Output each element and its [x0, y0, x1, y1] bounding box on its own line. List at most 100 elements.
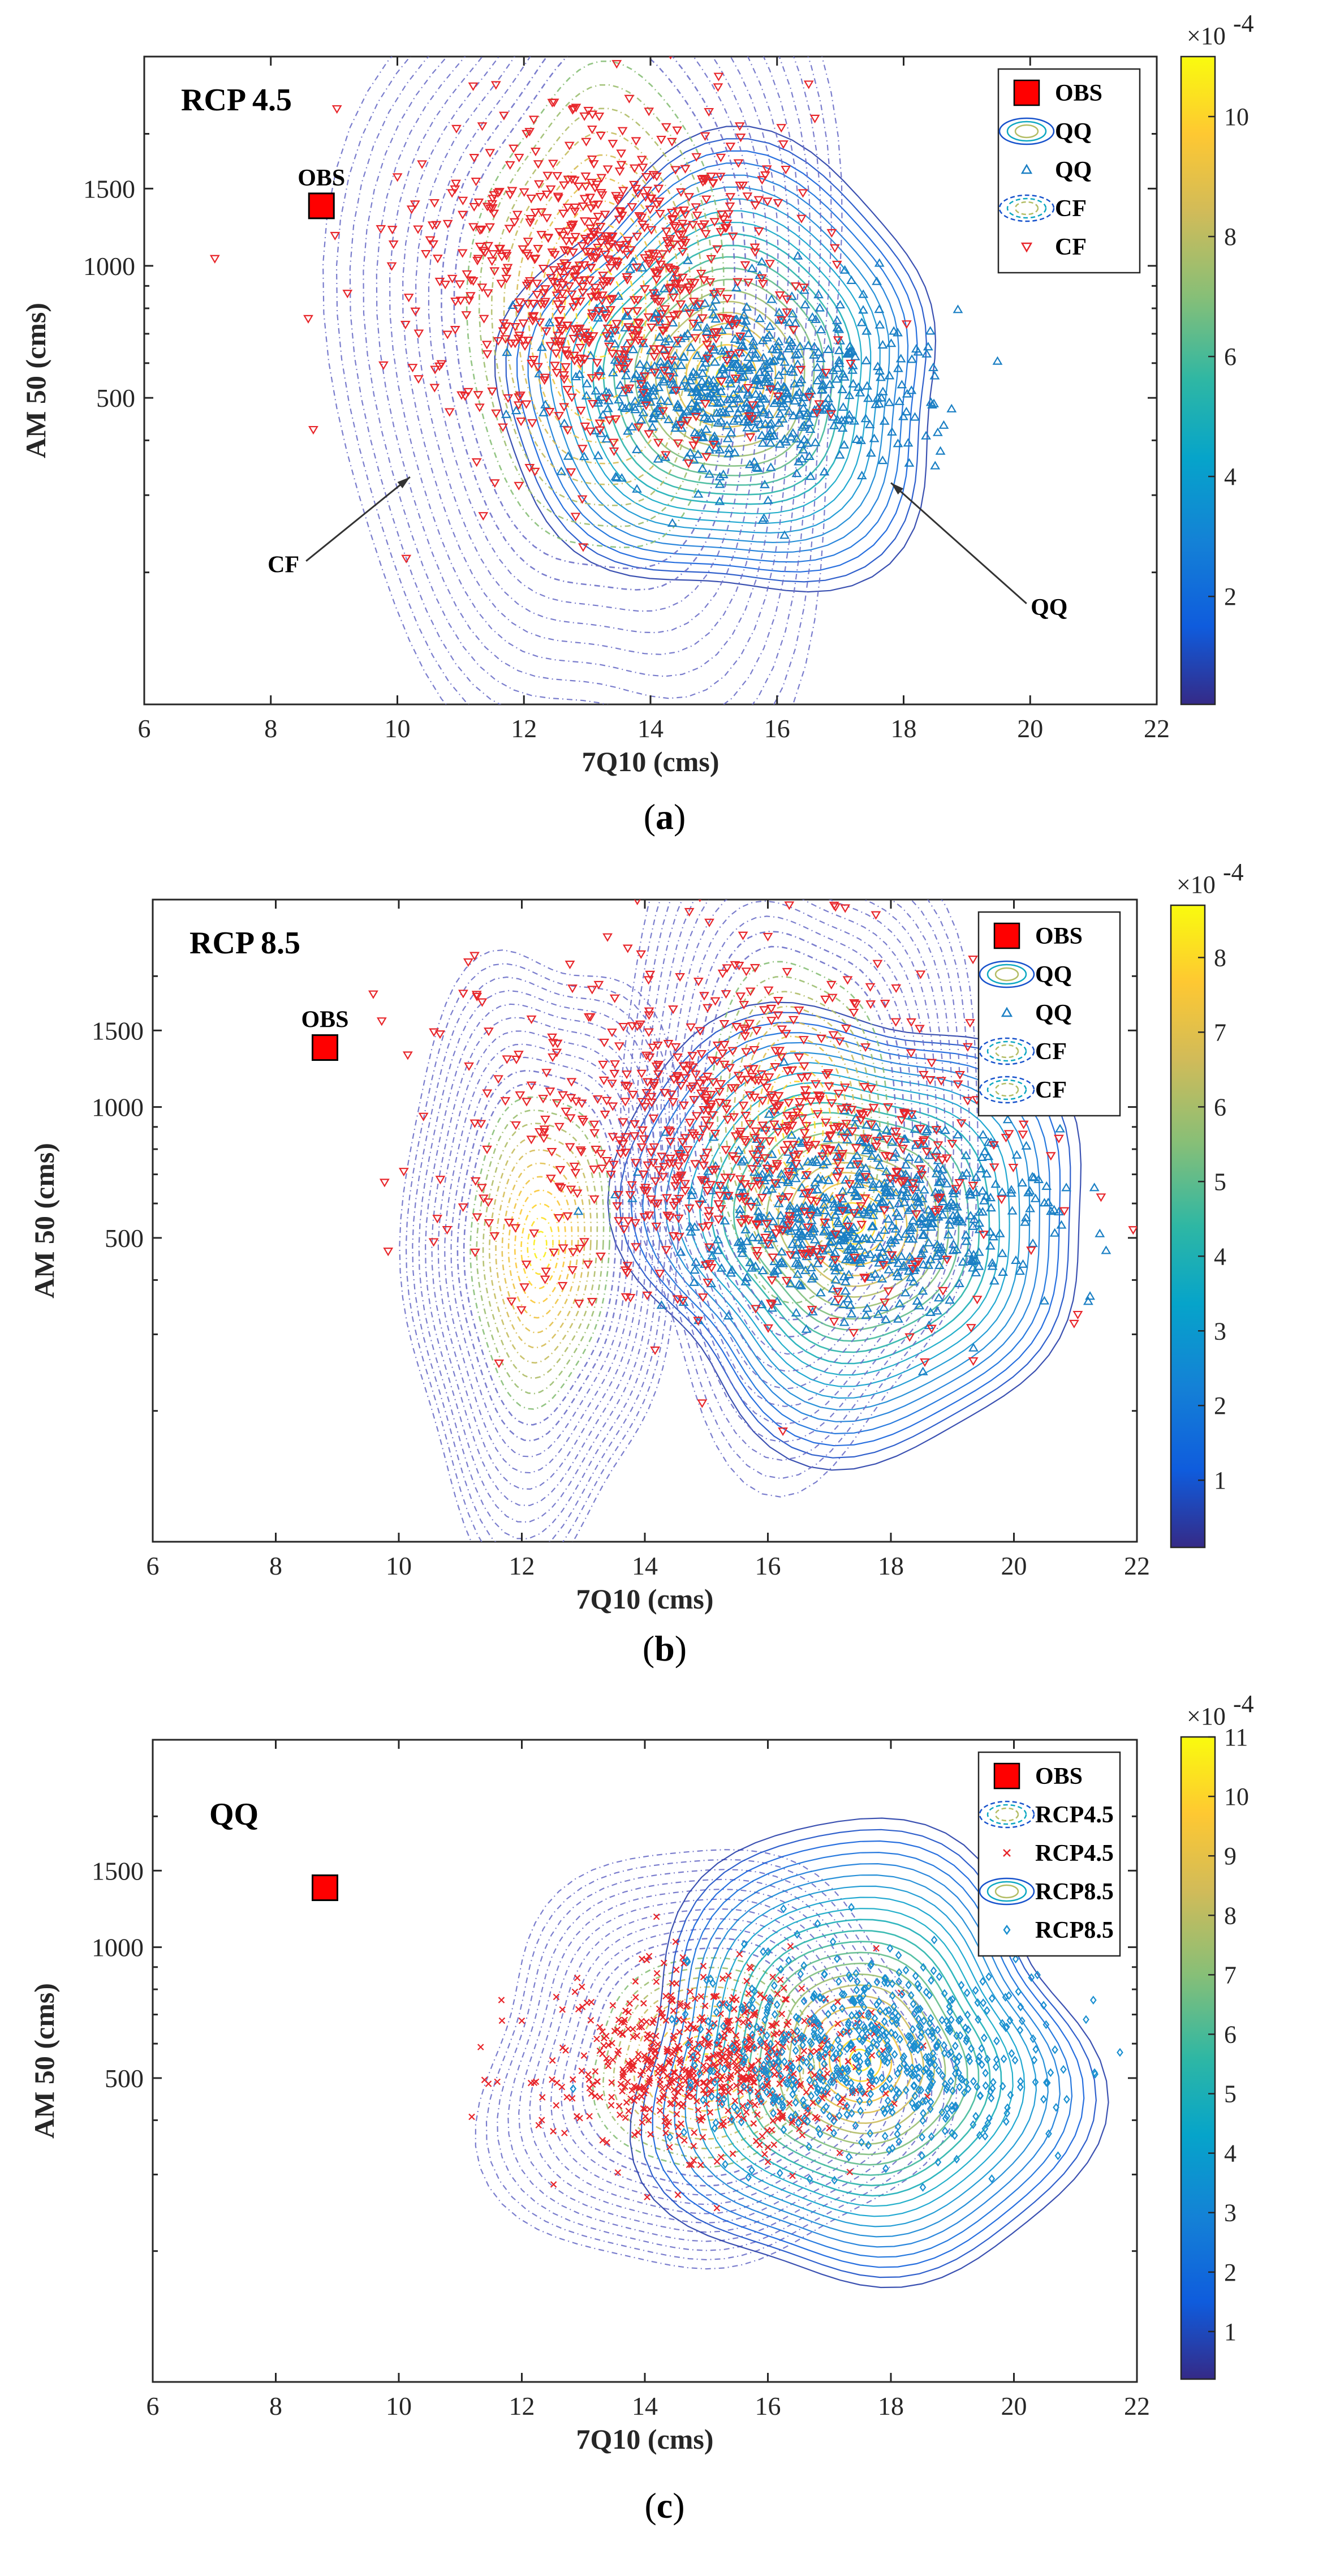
cf-point	[694, 300, 705, 309]
rcp85-point	[887, 2084, 895, 2093]
cf-point	[540, 285, 550, 294]
cf-point	[783, 1193, 794, 1202]
rcp45-point	[798, 1985, 805, 1992]
qq-point	[879, 416, 890, 425]
rcp45-point	[561, 2130, 568, 2136]
rcp85-point	[985, 1972, 992, 1981]
rcp85-point	[853, 1985, 860, 1995]
cf-point	[601, 1096, 612, 1106]
cf-point	[644, 1211, 654, 1220]
cf-point	[712, 1057, 722, 1066]
rcp45-point	[692, 2078, 700, 2085]
cf-point	[709, 218, 720, 227]
cf-point	[599, 1038, 610, 1048]
rcp45-point	[761, 2151, 768, 2158]
contour-level	[708, 961, 889, 1304]
cf-point	[898, 1177, 909, 1186]
qq-point	[812, 376, 823, 385]
qq-point	[797, 422, 808, 431]
rcp85-point	[745, 2173, 752, 2182]
rcp45-point	[837, 2031, 844, 2037]
qq-point	[839, 372, 850, 381]
rcp45-point	[778, 2010, 786, 2018]
qq-point	[837, 1186, 848, 1195]
rcp85-point	[792, 2098, 799, 2107]
cf-point	[684, 908, 695, 917]
qq-point	[903, 1266, 914, 1275]
cf-point	[478, 247, 489, 256]
qq-point	[775, 408, 786, 418]
contour-level	[747, 1941, 980, 2176]
cf-point	[458, 196, 468, 205]
qq-point	[868, 1210, 878, 1219]
cf-point	[778, 1427, 788, 1437]
cf-point	[574, 182, 584, 191]
qq-point	[937, 1210, 948, 1219]
cf-point	[575, 406, 586, 416]
qq-point	[708, 302, 718, 311]
cf-point	[915, 1125, 925, 1134]
qq-point	[817, 380, 828, 389]
rcp85-point	[889, 2108, 896, 2117]
cf-point	[638, 1170, 649, 1180]
cf-point	[749, 964, 760, 973]
cf-point	[705, 1181, 716, 1190]
cf-point	[650, 1346, 661, 1356]
contour-level	[363, 57, 811, 704]
qq-point	[987, 1261, 998, 1270]
caption-text: (b)	[643, 1628, 687, 1668]
rcp45-point	[744, 2076, 751, 2083]
cf-point	[578, 543, 588, 552]
rcp45-point	[580, 2052, 588, 2059]
qq-point	[933, 1177, 944, 1186]
cf-point	[912, 1140, 923, 1149]
cf-point	[570, 208, 580, 217]
rcp85-point	[845, 2066, 851, 2076]
cf-point	[376, 225, 386, 234]
qq-point	[875, 1242, 885, 1251]
cf-point	[570, 203, 580, 212]
cf-point	[894, 1138, 905, 1147]
cf-point	[540, 373, 550, 382]
rcp45-point	[675, 2100, 682, 2108]
rcp85-point	[1007, 2091, 1014, 2100]
cf-point	[837, 1150, 848, 1159]
qq-point	[773, 380, 783, 390]
qq-point	[968, 1343, 979, 1352]
cf-point	[549, 98, 559, 107]
qq-point	[538, 407, 549, 416]
rcp85-point	[919, 2183, 927, 2192]
qq-point	[766, 425, 777, 435]
cf-point	[799, 1129, 810, 1138]
contour-level	[660, 900, 938, 1408]
annotation-arrow-head	[397, 477, 410, 489]
rcp85-point	[962, 2023, 969, 2032]
rcp45-point	[747, 1965, 755, 1972]
cf-point	[503, 394, 514, 403]
rcp85-point	[703, 1976, 710, 1985]
cf-point	[753, 227, 764, 236]
rcp45-point	[615, 2016, 622, 2023]
rcp45-point	[768, 2022, 775, 2029]
qq-point	[786, 432, 796, 441]
rcp85-point	[952, 2101, 959, 2111]
cf-point	[665, 1154, 676, 1164]
qq-point	[1041, 1181, 1052, 1190]
cf-point	[690, 334, 701, 343]
cf-point	[601, 1156, 612, 1166]
cf-point	[584, 336, 594, 345]
cf-point	[716, 228, 726, 237]
rcp85-point	[749, 2030, 756, 2040]
qq-point	[713, 1235, 723, 1244]
cf-point	[482, 350, 493, 359]
cf-point	[860, 1173, 871, 1182]
qq-point	[867, 1222, 877, 1231]
cf-point	[558, 1091, 568, 1100]
cf-point	[968, 956, 979, 965]
qq-point	[823, 1175, 834, 1184]
rcp85-point	[820, 2105, 827, 2115]
x-tick-label: 18	[878, 1551, 904, 1580]
legend-contour-swatch	[1006, 121, 1047, 142]
cf-point	[502, 887, 510, 893]
rcp85-point	[847, 2078, 855, 2088]
